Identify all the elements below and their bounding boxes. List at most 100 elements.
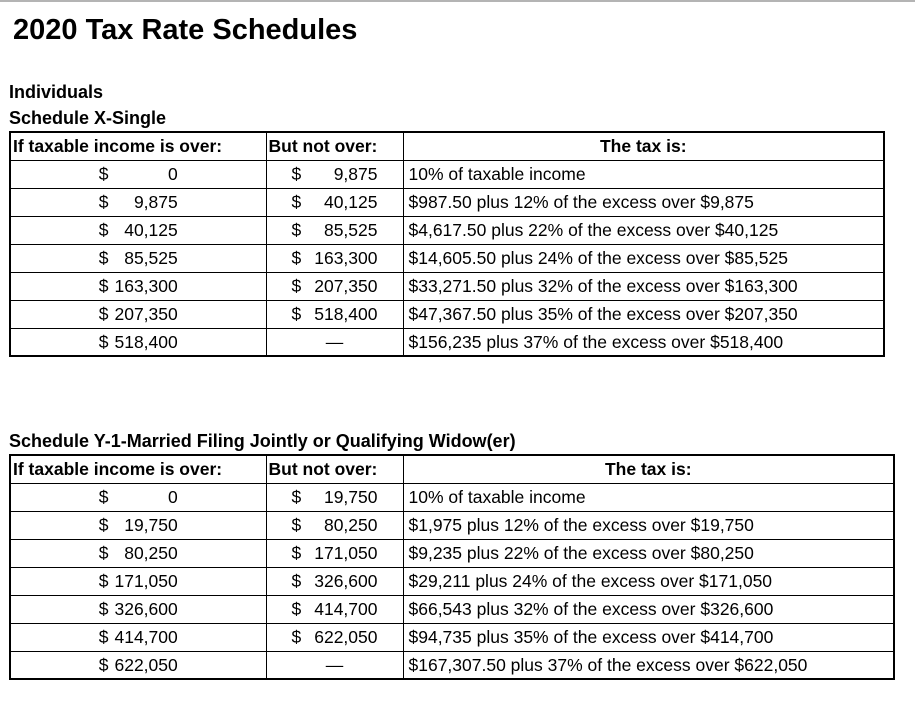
- schedule-x-headings: Individuals Schedule X-Single: [9, 79, 909, 131]
- not-over-cell: $171,050: [265, 538, 404, 568]
- tax-cell: $1,975 plus 12% of the excess over $19,7…: [402, 510, 895, 540]
- not-over-cell: $163,300: [265, 243, 404, 273]
- column-header-not-over: But not over:: [265, 454, 404, 484]
- accounting-amount: $414,700: [292, 599, 378, 619]
- not-over-cell: $9,875: [265, 159, 404, 189]
- dollar-sign: $: [98, 164, 109, 184]
- tax-cell: $33,271.50 plus 32% of the excess over $…: [402, 271, 885, 301]
- dollar-sign: $: [98, 627, 109, 647]
- accounting-amount: $0: [99, 487, 178, 507]
- accounting-amount: $622,050: [99, 655, 178, 675]
- tax-cell: 10% of taxable income: [402, 482, 895, 512]
- accounting-amount: $80,250: [292, 515, 378, 535]
- no-upper-limit-dash: —: [325, 331, 344, 352]
- not-over-cell: $40,125: [265, 187, 404, 217]
- dollar-sign: $: [291, 304, 302, 324]
- schedule-x-table: If taxable income is over: But not over:…: [9, 131, 885, 357]
- column-header-not-over: But not over:: [265, 131, 404, 161]
- accounting-amount: $9,875: [292, 164, 378, 184]
- accounting-amount: $163,300: [99, 276, 178, 296]
- accounting-amount: $622,050: [292, 627, 378, 647]
- accounting-amount: $326,600: [292, 571, 378, 591]
- not-over-cell: $85,525: [265, 215, 404, 245]
- not-over-cell: $19,750: [265, 482, 404, 512]
- table-row: $85,525 $163,300 $14,605.50 plus 24% of th…: [9, 243, 885, 273]
- amount: 9,875: [133, 192, 178, 212]
- dollar-sign: $: [98, 599, 109, 619]
- tax-cell: $156,235 plus 37% of the excess over $51…: [402, 327, 885, 357]
- over-cell: $171,050: [9, 566, 267, 596]
- amount: 80,250: [124, 543, 178, 563]
- accounting-amount: $163,300: [292, 248, 378, 268]
- amount: 622,050: [114, 654, 178, 675]
- dollar-sign: $: [291, 515, 302, 535]
- amount: 80,250: [323, 515, 378, 535]
- accounting-amount: $85,525: [99, 248, 178, 268]
- accounting-amount: $518,400: [99, 332, 178, 352]
- not-over-cell: $326,600: [265, 566, 404, 596]
- over-cell: $326,600: [9, 594, 267, 624]
- amount: 326,600: [114, 599, 178, 619]
- column-header-over: If taxable income is over:: [9, 131, 267, 161]
- dollar-sign: $: [98, 304, 109, 324]
- tax-cell: $9,235 plus 22% of the excess over $80,2…: [402, 538, 895, 568]
- schedule-y1-table: If taxable income is over: But not over:…: [9, 454, 895, 680]
- over-cell: $163,300: [9, 271, 267, 301]
- table-row: $40,125 $85,525 $4,617.50 plus 22% of the …: [9, 215, 885, 245]
- dollar-sign: $: [98, 654, 109, 675]
- amount: 0: [168, 164, 178, 184]
- table-row: $9,875 $40,125 $987.50 plus 12% of the exc…: [9, 187, 885, 217]
- dollar-sign: $: [291, 164, 302, 184]
- accounting-amount: $9,875: [99, 192, 178, 212]
- over-cell: $80,250: [9, 538, 267, 568]
- amount: 85,525: [124, 248, 178, 268]
- column-header-over: If taxable income is over:: [9, 454, 267, 484]
- dollar-sign: $: [291, 276, 302, 296]
- dollar-sign: $: [291, 248, 302, 268]
- accounting-amount: $40,125: [99, 220, 178, 240]
- tax-cell: $987.50 plus 12% of the excess over $9,8…: [402, 187, 885, 217]
- accounting-amount: $171,050: [99, 571, 178, 591]
- dollar-sign: $: [98, 487, 109, 507]
- accounting-amount: $0: [99, 164, 178, 184]
- dollar-sign: $: [98, 276, 109, 296]
- dollar-sign: $: [291, 543, 302, 563]
- over-cell: $19,750: [9, 510, 267, 540]
- accounting-amount: $171,050: [292, 543, 378, 563]
- table-row: $414,700 $622,050 $94,735 plus 35% of the …: [9, 622, 895, 652]
- tax-cell: 10% of taxable income: [402, 159, 885, 189]
- table-row: $622,050 — $167,307.50 plus 37% of the exc…: [9, 650, 895, 680]
- accounting-amount: $207,350: [292, 276, 378, 296]
- amount: 163,300: [114, 276, 178, 296]
- dollar-sign: $: [98, 571, 109, 591]
- document-body: 2020 Tax Rate Schedules Individuals Sche…: [9, 0, 909, 680]
- amount: 207,350: [114, 304, 178, 324]
- top-rule: [0, 0, 915, 2]
- tax-cell: $94,735 plus 35% of the excess over $414…: [402, 622, 895, 652]
- tax-cell: $47,367.50 plus 35% of the excess over $…: [402, 299, 885, 329]
- table-row: $171,050 $326,600 $29,211 plus 24% of the …: [9, 566, 895, 596]
- amount: 40,125: [124, 220, 178, 240]
- accounting-amount: $19,750: [99, 515, 178, 535]
- column-header-tax: The tax is:: [402, 131, 885, 161]
- over-cell: $85,525: [9, 243, 267, 273]
- dollar-sign: $: [98, 248, 109, 268]
- dollar-sign: $: [291, 627, 302, 647]
- over-cell: $9,875: [9, 187, 267, 217]
- not-over-cell: —: [265, 650, 404, 680]
- dollar-sign: $: [98, 220, 109, 240]
- amount: 163,300: [314, 248, 378, 268]
- tax-cell: $29,211 plus 24% of the excess over $171…: [402, 566, 895, 596]
- dollar-sign: $: [291, 599, 302, 619]
- accounting-amount: $326,600: [99, 599, 178, 619]
- table-row: $0 $19,750 10% of taxable income: [9, 482, 895, 512]
- over-cell: $0: [9, 159, 267, 189]
- header-row: If taxable income is over: But not over:…: [9, 131, 885, 161]
- dollar-sign: $: [291, 192, 302, 212]
- not-over-cell: $622,050: [265, 622, 404, 652]
- dollar-sign: $: [291, 487, 302, 507]
- table-row: $207,350 $518,400 $47,367.50 plus 35% of t…: [9, 299, 885, 329]
- not-over-cell: $414,700: [265, 594, 404, 624]
- over-cell: $207,350: [9, 299, 267, 329]
- dollar-sign: $: [98, 192, 109, 212]
